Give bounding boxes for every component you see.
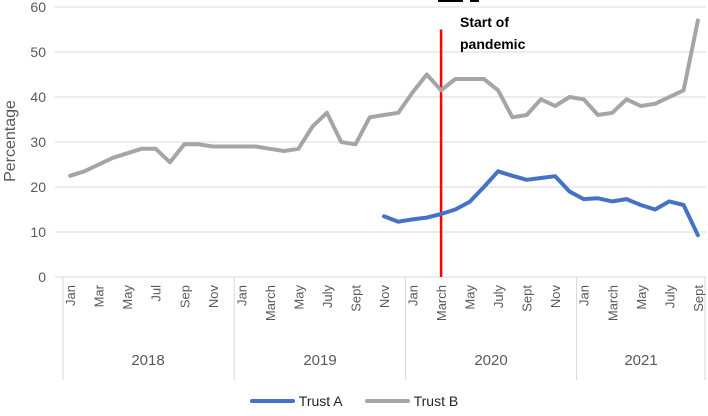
month-tick-label: March: [263, 285, 278, 321]
year-label-2021: 2021: [624, 352, 658, 369]
annotation-line-1: Start of: [460, 14, 509, 30]
month-tick-label: Jan: [63, 285, 78, 306]
legend-label-trust-b: Trust B: [413, 393, 459, 409]
trust-a-line: [382, 169, 700, 238]
month-tick-label: July: [491, 285, 506, 309]
month-tick-label: Sept: [520, 285, 535, 312]
month-tick-label: Sep: [177, 285, 192, 308]
y-tick-label-20: 20: [30, 179, 46, 195]
month-tick-label: May: [463, 285, 478, 310]
legend-label-trust-a: Trust A: [298, 393, 343, 409]
legend-item-trust-b: Trust B: [364, 393, 459, 409]
month-tick-label: May: [291, 285, 306, 310]
month-tick-label: Sept: [348, 285, 363, 312]
annotation-line-2: pandemic: [460, 36, 526, 52]
annotation-text: Start of pandemic: [460, 11, 570, 55]
month-tick-label: Mar: [92, 284, 107, 307]
year-label-2018: 2018: [131, 352, 165, 369]
month-tick-label: March: [434, 285, 449, 321]
trust-a-line-swatch: [249, 399, 295, 403]
month-tick-label: May: [634, 285, 649, 310]
cropped-text-artifact: [470, 0, 479, 2]
y-tick-label-10: 10: [30, 224, 46, 240]
year-label-2020: 2020: [474, 352, 508, 369]
y-tick-label-40: 40: [30, 89, 46, 105]
legend-item-trust-a: Trust A: [249, 393, 343, 409]
month-tick-label: Jan: [406, 285, 421, 306]
month-tick-label: Jan: [577, 285, 592, 306]
legend: Trust A Trust B: [0, 389, 708, 413]
y-axis-title: Percentage: [2, 100, 19, 182]
year-label-2019: 2019: [303, 352, 337, 369]
trust-b-line: [68, 18, 700, 178]
month-tick-label: Nov: [548, 285, 563, 309]
month-tick-label: July: [320, 285, 335, 309]
month-tick-label: July: [662, 285, 677, 309]
month-tick-label: May: [120, 285, 135, 310]
month-tick-label: Jan: [234, 285, 249, 306]
y-tick-label-0: 0: [38, 269, 46, 285]
month-tick-label: Sept: [691, 285, 706, 312]
cropped-text-artifact: [438, 0, 463, 2]
month-tick-label: Nov: [206, 285, 221, 309]
trust-b-line-swatch: [364, 399, 410, 403]
y-tick-label-50: 50: [30, 44, 46, 60]
month-tick-label: Jul: [149, 285, 164, 302]
month-tick-label: March: [605, 285, 620, 321]
month-tick-label: Nov: [377, 285, 392, 309]
y-tick-label-30: 30: [30, 134, 46, 150]
y-tick-label-60: 60: [30, 0, 46, 15]
